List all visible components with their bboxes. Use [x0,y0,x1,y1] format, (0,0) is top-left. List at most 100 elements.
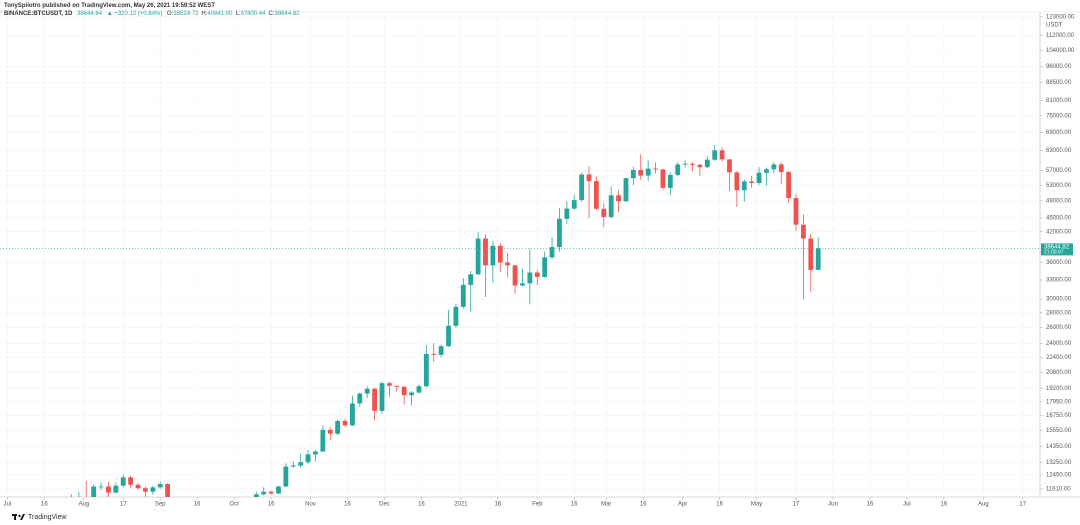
x-tick-label: Jul [4,502,12,508]
candle-body [261,491,267,495]
candle-body [793,198,799,225]
x-tick-label: May [751,502,762,508]
candle-body [734,172,740,191]
change: ▲ +320.12 (+0.84%) [106,11,163,17]
x-tick-label: 16 [867,502,874,508]
candle-body [660,169,666,188]
candle-body [505,262,511,266]
y-tick-label: 63000.00 [1046,148,1072,154]
y-tick-label: 57000.00 [1046,168,1072,174]
candle-body [727,159,732,173]
candle-body [135,484,141,489]
y-tick-label: 33000.00 [1046,278,1072,284]
candle-body [682,163,688,165]
candle-body [335,421,341,434]
candle-body [446,325,451,347]
ohlc-value: 38524.72 [173,11,199,17]
footer: TradingView [12,513,67,521]
candle-body [741,181,747,191]
price: 38644.84 [77,11,103,17]
candle-body [645,168,651,176]
y-tick-label: 36000.00 [1046,260,1072,266]
candle-body [120,477,126,486]
candle-body [372,388,377,411]
candle-body [623,178,629,202]
y-tick-label: 75000.00 [1046,113,1072,119]
x-tick-label: 16 [268,502,275,508]
candle-body [91,486,97,497]
x-tick-label: Oct [229,502,239,508]
candle-body [638,169,644,176]
candle-body [157,483,163,488]
last-price-label: 38644.82 [1044,244,1070,250]
candle-body [416,386,422,393]
y-tick-label: 88500.00 [1046,80,1072,86]
x-tick-label: Sep [155,502,166,508]
x-tick-label: Jun [828,502,838,508]
ohlc-key: O: [167,11,174,17]
x-tick-label: 17 [120,502,127,508]
x-tick-label: Dec [379,502,390,508]
candle-body [527,272,533,284]
candle-body [113,485,119,493]
candle-body [815,248,821,270]
x-tick-label: Aug [978,502,989,508]
candle-body [357,393,363,404]
currency-label: USDT [1046,23,1063,29]
candle-body [571,200,577,209]
candle-body [165,483,170,497]
candle-body [98,486,104,488]
x-tick-label: 17 [1019,502,1026,508]
x-tick-label: Mar [601,502,611,508]
grid [0,12,1040,497]
x-tick-label: 16 [571,502,578,508]
candle-body [128,477,134,485]
publisher: TonySpilotro published on TradingView.co… [4,3,215,9]
candle-body [712,150,718,160]
y-tick-label: 69000.00 [1046,130,1072,136]
legend: BINANCE:BTCUSDT, 1D 38644.84 ▲ +320.12 (… [4,10,306,18]
candle-body [579,174,585,201]
logo [12,514,25,520]
candles [71,144,821,497]
last-price-box [1041,243,1073,256]
x-tick-label: 16 [194,502,201,508]
candle-body [364,388,370,394]
y-tick-label: 104000.00 [1046,48,1075,54]
candle-body [305,454,311,463]
candle-body [431,353,437,355]
candle-body [401,386,407,396]
candle-body [675,164,681,175]
candle-body [423,353,429,387]
countdown-label: 21:00:07 [1044,250,1064,256]
y-tick-label: 96000.00 [1046,64,1072,70]
y-tick-label: 24000.00 [1046,341,1072,347]
x-tick-label: 2021 [454,502,468,508]
axes: 123000.00 112000.00 104000.00 96000.00 88500… [4,14,1075,507]
x-tick-label: 16 [716,502,723,508]
x-tick-label: 16 [494,502,501,508]
brand: TradingView [28,513,67,521]
y-tick-label: 15550.00 [1046,428,1072,434]
y-tick-label: 42000.00 [1046,229,1072,235]
candle-body [697,164,703,168]
candle-body [497,245,503,263]
y-tick-label: 22400.00 [1046,355,1072,361]
candle-body [320,429,326,452]
candle-body [616,195,621,202]
candle-body [771,164,777,170]
candle-body [290,465,296,467]
x-tick-label: 16 [941,502,948,508]
candle-body [379,383,385,411]
candle-body [342,421,348,426]
candle-body [350,403,355,426]
candle-body [593,181,599,209]
candle-body [253,494,259,497]
candle-body [667,174,673,188]
x-tick-label: 16 [418,502,425,508]
y-tick-label: 20800.00 [1046,370,1072,376]
y-tick-label: 19200.00 [1046,386,1072,392]
candle-body [778,164,784,173]
y-tick-label: 14350.00 [1046,444,1072,450]
